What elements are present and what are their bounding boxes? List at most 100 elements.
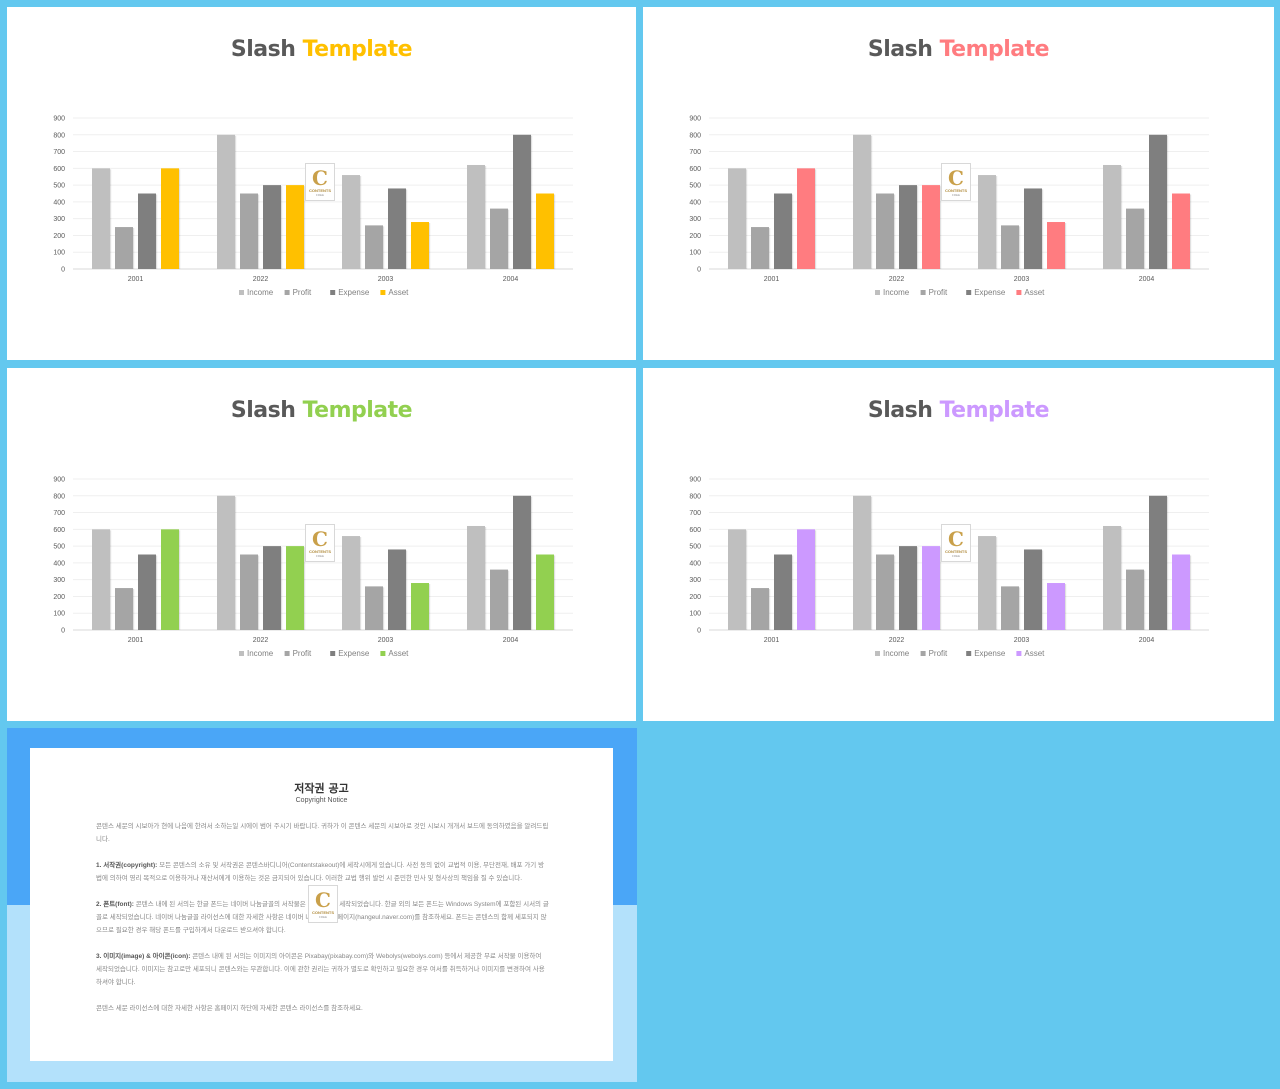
bar-asset-2001: [161, 529, 179, 630]
contents-stamp-logo: C CONTENTS FREE: [305, 524, 335, 562]
legend-swatch-income: [239, 290, 244, 295]
stamp-text: CONTENTS: [945, 548, 967, 554]
bar-income-2004: [467, 164, 485, 269]
y-tick-label: 600: [53, 527, 65, 534]
stamp-text: CONTENTS: [309, 548, 331, 554]
legend-swatch-profit: [284, 290, 290, 295]
legend-swatch-expense: [966, 290, 972, 295]
bar-expense-2004: [513, 495, 531, 630]
slide-title-word-2: Template: [302, 398, 413, 423]
bar-income-2003: [342, 175, 360, 269]
legend-label-expense: Expense: [338, 288, 370, 297]
y-tick-label: 800: [689, 132, 701, 139]
y-tick-label: 100: [53, 250, 65, 257]
bar-asset-2004: [536, 554, 554, 630]
bar-profit-2022: [240, 193, 258, 269]
bar-expense-2003: [1024, 549, 1042, 630]
bar-income-2022: [853, 134, 871, 269]
bar-expense-2022: [899, 185, 917, 269]
legend-swatch-income: [239, 651, 244, 656]
y-tick-label: 0: [697, 267, 701, 274]
bar-income-2003: [978, 536, 996, 630]
legend-label-asset: Asset: [388, 288, 409, 297]
bar-profit-2004: [490, 569, 508, 630]
copyright-section-1-body: 모든 콘텐스의 소유 및 서작권은 콘텐스바디니어(Contentstakeou…: [96, 862, 545, 882]
bar-asset-2022: [922, 185, 940, 269]
x-category-label: 2001: [128, 276, 144, 283]
slide-title: Slash Template: [7, 398, 636, 423]
bar-expense-2001: [138, 554, 156, 630]
bar-profit-2001: [751, 227, 769, 269]
y-tick-label: 400: [53, 199, 65, 206]
chart-slide: Slash Template 0 100 200 300 400 500 600 700 800 9…: [643, 7, 1274, 360]
stamp-text: CONTENTS: [945, 187, 967, 193]
x-category-label: 2004: [1139, 637, 1155, 644]
legend-swatch-asset: [380, 651, 386, 656]
legend-swatch-expense: [966, 651, 972, 656]
bar-income-2001: [728, 529, 746, 630]
legend-label-expense: Expense: [974, 288, 1006, 297]
slide-title-word-2: Template: [939, 398, 1050, 423]
slide-title-word-1: Slash: [867, 37, 933, 62]
stamp-letter: C: [948, 526, 964, 551]
stamp-text: CONTENTS: [312, 909, 334, 915]
y-tick-label: 700: [53, 510, 65, 517]
y-tick-label: 300: [689, 577, 701, 584]
copyright-outro: 콘텐스 세문 라이선스에 대한 자세한 사항은 홈페이지 하단에 자세한 콘텐스…: [96, 1005, 363, 1012]
bar-chart: 0 100 200 300 400 500 600 700 800 900 2001 2022 2003…: [53, 116, 573, 297]
legend-label-income: Income: [247, 288, 274, 297]
legend-label-asset: Asset: [1024, 288, 1045, 297]
legend-swatch-asset: [380, 290, 386, 295]
bar-profit-2003: [1001, 586, 1019, 630]
chart-slide: Slash Template 0 100 200 300 400 500 600 700 800 9…: [643, 368, 1274, 721]
slide-title-word-2: Template: [302, 37, 413, 62]
stamp-sub: FREE: [315, 192, 324, 197]
y-tick-label: 600: [689, 166, 701, 173]
y-tick-label: 400: [689, 199, 701, 206]
bar-expense-2022: [263, 546, 281, 630]
bar-asset-2004: [1172, 554, 1190, 630]
copyright-subtitle: Copyright Notice: [295, 797, 348, 804]
legend-swatch-expense: [330, 290, 336, 295]
x-category-label: 2022: [889, 637, 905, 644]
y-tick-label: 500: [689, 544, 701, 551]
y-tick-label: 600: [53, 166, 65, 173]
copyright-section-1-head: 1. 서작권(copyright):: [96, 862, 158, 869]
bar-income-2003: [342, 536, 360, 630]
contents-stamp-logo: C CONTENTS FREE: [941, 524, 971, 562]
y-tick-label: 800: [689, 493, 701, 500]
y-tick-label: 200: [53, 233, 65, 240]
x-category-label: 2003: [1014, 276, 1030, 283]
stamp-letter: C: [948, 165, 964, 190]
legend-label-profit: Profit: [929, 649, 948, 658]
y-tick-label: 900: [53, 477, 65, 484]
bar-chart: 0 100 200 300 400 500 600 700 800 900 2001 2022 2003…: [53, 477, 573, 658]
legend-label-income: Income: [247, 649, 274, 658]
bar-expense-2022: [899, 546, 917, 630]
bar-asset-2022: [286, 546, 304, 630]
slide-title-word-1: Slash: [230, 398, 296, 423]
bar-profit-2001: [115, 227, 133, 269]
copyright-slide: 저작권 공고 Copyright Notice 콘텐스 세문의 시보아가 현에 …: [7, 728, 637, 1082]
y-tick-label: 200: [689, 233, 701, 240]
y-tick-label: 500: [689, 183, 701, 190]
legend-swatch-expense: [330, 651, 336, 656]
y-tick-label: 600: [689, 527, 701, 534]
legend-label-profit: Profit: [293, 288, 312, 297]
y-tick-label: 0: [697, 628, 701, 635]
legend-swatch-income: [875, 651, 880, 656]
legend-label-expense: Expense: [974, 649, 1006, 658]
legend-label-profit: Profit: [929, 288, 948, 297]
slide-title: Slash Template: [643, 398, 1274, 423]
bar-expense-2003: [1024, 188, 1042, 269]
bar-income-2004: [1103, 164, 1121, 269]
bar-expense-2004: [1149, 495, 1167, 630]
x-category-label: 2022: [253, 637, 269, 644]
bar-income-2022: [217, 495, 235, 630]
x-category-label: 2004: [503, 637, 519, 644]
copyright-section-2-head: 2. 폰트(font):: [96, 901, 134, 908]
bar-profit-2022: [876, 193, 894, 269]
stamp-letter: C: [312, 165, 328, 190]
bar-expense-2001: [774, 554, 792, 630]
stamp-letter: C: [315, 887, 331, 912]
